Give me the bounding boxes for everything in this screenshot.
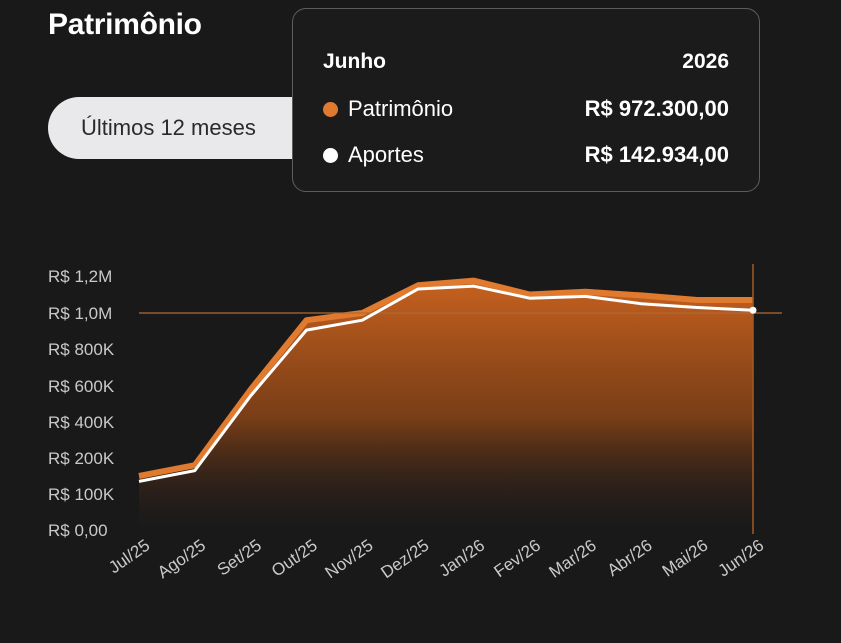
patrimonio-area (139, 280, 753, 530)
x-tick-label: Out/25 (268, 536, 321, 581)
x-tick-label: Jul/25 (105, 536, 153, 578)
y-tick-label: R$ 1,2M (48, 267, 112, 286)
x-tick-label: Fev/26 (491, 536, 544, 581)
x-tick-label: Abr/26 (604, 536, 656, 580)
x-tick-label: Set/25 (214, 536, 265, 580)
y-tick-label: R$ 0,00 (48, 521, 108, 540)
tooltip-value: R$ 972.300,00 (584, 96, 729, 121)
tooltip-row-aportes: Aportes R$ 142.934,00 (323, 140, 729, 170)
y-tick-label: R$ 600K (48, 377, 115, 396)
aportes-dot-icon (323, 147, 338, 163)
y-tick-label: R$ 800K (48, 340, 115, 359)
patrimonio-series-line (138, 277, 753, 479)
x-tick-label: Mar/26 (546, 536, 600, 582)
x-tick-label: Ago/25 (154, 536, 209, 582)
y-tick-label: R$ 200K (48, 449, 115, 468)
tooltip-label: Aportes (348, 142, 424, 167)
x-tick-label: Nov/25 (322, 536, 377, 582)
aportes-series-line (138, 284, 754, 483)
tooltip-row-patrimonio: Patrimônio R$ 972.300,00 (323, 94, 729, 124)
highlight-point (749, 306, 757, 314)
tooltip-label: Patrimônio (348, 96, 454, 121)
x-tick-label: Dez/25 (377, 536, 432, 582)
tooltip-month: Junho (323, 50, 386, 73)
chart-tooltip: Junho 2026 Patrimônio R$ 972.300,00 Apor… (292, 8, 760, 192)
y-tick-label: R$ 1,0M (48, 304, 112, 323)
x-tick-label: Jun/26 (715, 536, 768, 581)
tooltip-year: 2026 (682, 50, 729, 73)
page-title: Patrimônio (48, 8, 202, 41)
tooltip-value: R$ 142.934,00 (584, 142, 729, 167)
y-tick-label: R$ 100K (48, 485, 115, 504)
x-tick-label: Jan/26 (435, 536, 488, 581)
patrimonio-dot-icon (323, 101, 338, 117)
x-tick-label: Mai/26 (659, 536, 712, 581)
period-selector-button[interactable]: Últimos 12 meses (48, 97, 338, 159)
y-tick-label: R$ 400K (48, 413, 115, 432)
